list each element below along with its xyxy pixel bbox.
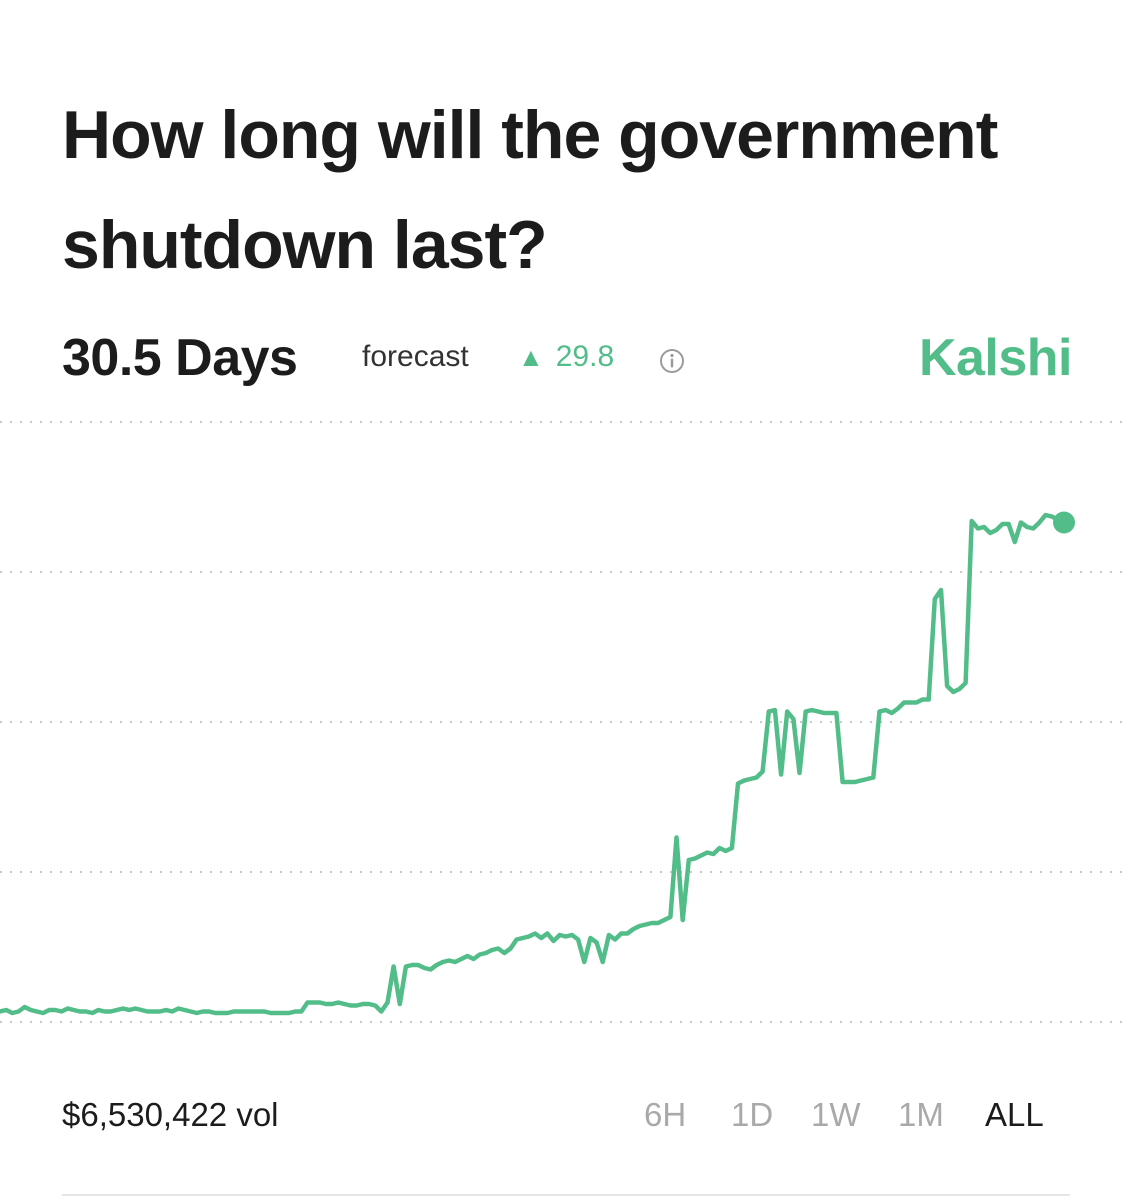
question-title: How long will the government shutdown la… [62,97,998,283]
range-1d-button[interactable]: 1D [731,1096,774,1133]
line-chart [0,421,1130,1023]
up-triangle-icon: ▲ [518,342,544,372]
range-6h-button[interactable]: 6H [644,1096,687,1133]
divider [62,1194,1070,1196]
volume-label: $6,530,422 vol [62,1096,279,1133]
forecast-label: forecast [362,340,469,373]
gridlines [0,421,1130,1023]
time-range-selector: 6H 1D 1W 1M ALL [640,1096,1060,1136]
brand-logo[interactable]: Kalshi [918,329,1073,387]
change-indicator: ▲ 29.8 [518,340,614,374]
current-value-marker [1053,511,1075,534]
range-all-button[interactable]: ALL [985,1096,1044,1133]
info-icon[interactable] [658,347,686,375]
range-1m-button[interactable]: 1M [898,1096,944,1133]
forecast-value: 30.5 Days [62,329,298,387]
series-line [0,512,1067,1016]
range-1w-button[interactable]: 1W [811,1096,861,1133]
change-value: 29.8 [555,340,615,373]
forecast-stats: 30.5 Days forecast ▲ 29.8 Kalshi [62,328,1073,398]
